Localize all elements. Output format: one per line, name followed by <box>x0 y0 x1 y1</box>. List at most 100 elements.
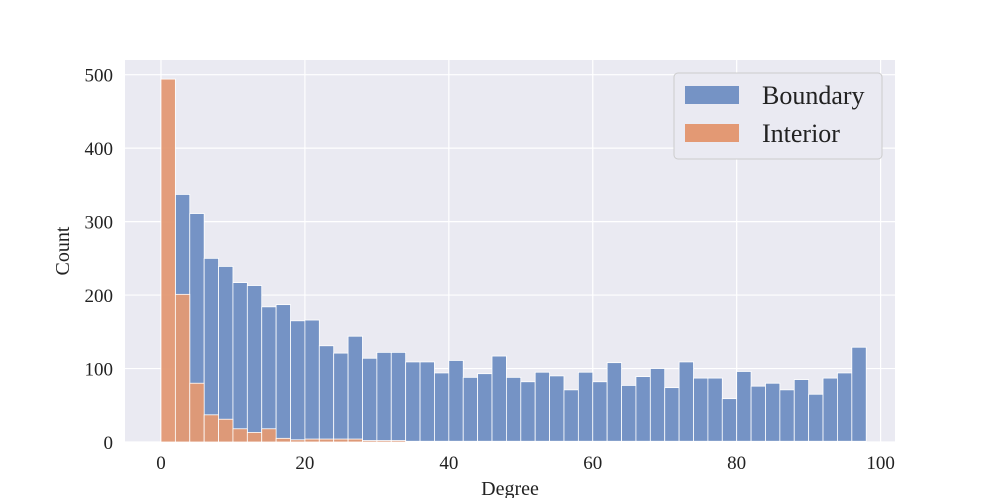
x-tick-label: 60 <box>583 453 602 474</box>
bar-interior <box>592 440 608 443</box>
bar-boundary <box>318 345 335 443</box>
bar-interior <box>534 440 550 443</box>
bar-boundary <box>246 285 263 443</box>
bar-interior <box>635 440 651 443</box>
x-tick-labels: 0 20 40 60 80 100 <box>156 453 895 474</box>
bar-boundary <box>736 371 752 443</box>
bar-boundary <box>275 304 291 443</box>
bar-interior <box>678 440 694 443</box>
y-tick-label: 100 <box>85 360 114 381</box>
bar-boundary <box>218 266 234 443</box>
bar-interior <box>606 440 622 443</box>
bar-interior <box>189 382 205 443</box>
bar-interior <box>707 440 723 443</box>
legend-swatch-interior <box>685 124 739 142</box>
bar-interior <box>347 438 363 443</box>
bar-interior <box>563 440 579 443</box>
series-interior-bars <box>160 78 867 443</box>
bar-interior <box>491 440 507 443</box>
bar-boundary <box>506 376 522 443</box>
bar-boundary <box>822 377 838 443</box>
bar-interior <box>174 293 191 443</box>
bar-interior <box>779 440 795 443</box>
bar-boundary <box>261 306 277 443</box>
bar-boundary <box>232 282 248 443</box>
y-tick-labels: 0 100 200 300 400 500 <box>85 66 114 454</box>
y-axis-label: Count <box>52 226 74 275</box>
bar-interior <box>621 440 637 443</box>
x-tick-label: 80 <box>727 453 746 474</box>
bar-interior <box>664 440 680 443</box>
bar-boundary <box>419 361 435 443</box>
x-axis-label: Degree <box>481 478 539 498</box>
bar-interior <box>462 440 479 443</box>
bar-boundary <box>477 373 493 443</box>
bar-interior <box>232 428 248 443</box>
bar-interior <box>390 440 407 443</box>
bar-interior <box>693 440 709 443</box>
bar-boundary <box>808 393 824 443</box>
bar-boundary <box>693 377 709 443</box>
legend-swatch-boundary <box>685 86 739 104</box>
bar-interior <box>362 440 378 443</box>
bar-boundary <box>765 382 781 443</box>
legend-label-interior: Interior <box>762 119 840 148</box>
bar-interior <box>261 428 277 443</box>
bar-boundary <box>290 320 306 443</box>
bar-boundary <box>520 381 536 443</box>
y-tick-label: 400 <box>85 139 114 160</box>
x-tick-label: 100 <box>866 453 895 474</box>
bar-interior <box>750 440 766 443</box>
bar-boundary <box>563 389 579 443</box>
bar-interior <box>405 440 421 443</box>
bar-interior <box>419 440 435 443</box>
y-tick-label: 200 <box>85 286 114 307</box>
bar-boundary <box>707 377 723 443</box>
bar-interior <box>246 432 263 443</box>
bar-interior <box>333 438 349 443</box>
bar-interior <box>160 78 176 443</box>
bar-boundary <box>837 372 853 443</box>
bar-interior <box>203 414 219 443</box>
bar-boundary <box>750 385 766 443</box>
bar-interior <box>275 437 291 443</box>
bar-boundary <box>347 335 363 443</box>
bar-boundary <box>577 371 594 443</box>
bar-interior <box>822 440 838 443</box>
legend-label-boundary: Boundary <box>762 81 865 110</box>
y-tick-label: 0 <box>104 433 114 454</box>
bar-interior <box>304 438 320 443</box>
bar-interior <box>837 440 853 443</box>
bar-boundary <box>779 389 795 443</box>
bar-interior <box>808 440 824 443</box>
bar-interior <box>765 440 781 443</box>
bar-interior <box>318 438 335 443</box>
x-tick-label: 20 <box>295 453 314 474</box>
bar-boundary <box>678 361 694 443</box>
bar-boundary <box>405 361 421 443</box>
x-tick-label: 40 <box>439 453 458 474</box>
bar-interior <box>851 440 867 443</box>
bar-interior <box>549 440 565 443</box>
bar-interior <box>649 440 666 443</box>
bar-interior <box>793 440 810 443</box>
bar-boundary <box>534 371 550 443</box>
bar-interior <box>736 440 752 443</box>
bar-boundary <box>362 357 378 443</box>
bar-boundary <box>491 355 507 443</box>
bar-boundary <box>721 398 738 443</box>
bar-boundary <box>851 346 867 443</box>
bar-interior <box>477 440 493 443</box>
bar-interior <box>290 439 306 443</box>
bar-boundary <box>333 352 349 443</box>
legend: Boundary Interior <box>673 72 883 160</box>
bar-boundary <box>434 372 450 443</box>
bar-boundary <box>621 385 637 443</box>
bar-interior <box>577 440 594 443</box>
y-tick-label: 300 <box>85 213 114 234</box>
bar-boundary <box>606 362 622 443</box>
bar-boundary <box>649 368 666 443</box>
bar-boundary <box>448 360 464 443</box>
bar-boundary <box>592 381 608 443</box>
